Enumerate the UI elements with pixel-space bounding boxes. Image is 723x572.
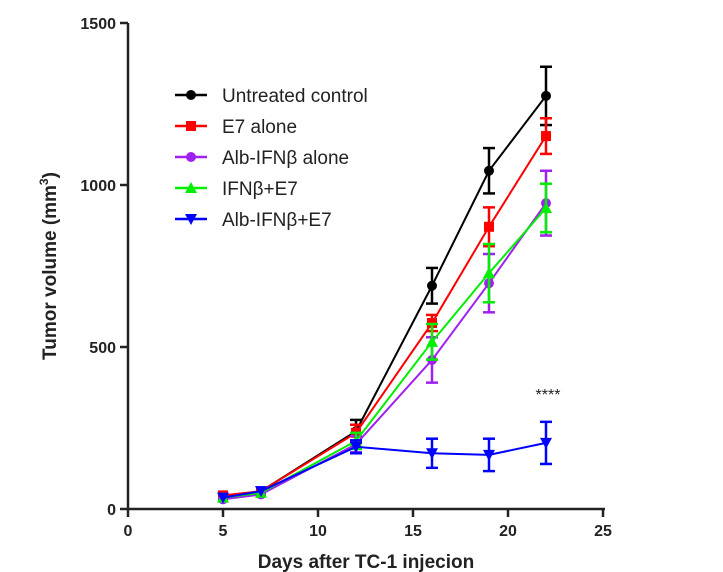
y-axis-title-close: ) xyxy=(40,172,61,178)
series-group xyxy=(217,65,552,505)
y-tick-label: 500 xyxy=(89,340,116,357)
data-point xyxy=(483,449,495,461)
x-tick-label: 5 xyxy=(219,523,228,540)
x-tick-label: 15 xyxy=(404,523,422,540)
significance-annotation: **** xyxy=(536,387,561,404)
legend-marker xyxy=(185,214,197,225)
legend-label: Alb-IFNβ+E7 xyxy=(222,210,332,231)
y-axis-title-sup: 3 xyxy=(37,178,51,185)
data-point xyxy=(484,165,494,176)
series-line xyxy=(222,207,547,499)
data-point xyxy=(350,441,362,453)
legend-marker xyxy=(186,121,196,131)
data-point xyxy=(484,221,494,232)
series-4 xyxy=(217,420,552,504)
y-tick-label: 1000 xyxy=(80,178,116,195)
data-point xyxy=(217,492,229,504)
legend-label: IFNβ+E7 xyxy=(222,179,298,200)
series-3 xyxy=(217,182,552,503)
axes: 0 5 10 15 20 25 0 500 1000 1500 xyxy=(80,16,612,540)
x-tick-label: 0 xyxy=(124,523,133,540)
y-tick-label: 0 xyxy=(107,502,116,519)
x-tick-label: 20 xyxy=(499,523,517,540)
data-point xyxy=(255,486,267,498)
legend-label: E7 alone xyxy=(222,117,297,138)
legend-label: Untreated control xyxy=(222,86,368,107)
legend-marker xyxy=(186,90,196,100)
data-point xyxy=(541,131,551,142)
data-point xyxy=(426,335,438,347)
data-point xyxy=(427,280,437,291)
legend-label: Alb-IFNβ alone xyxy=(222,148,349,169)
x-tick-label: 10 xyxy=(309,523,327,540)
y-tick-label: 1500 xyxy=(80,16,116,33)
data-point xyxy=(540,202,552,214)
y-axis-title: Tumor volume (mm3) xyxy=(37,172,61,360)
series-1 xyxy=(218,117,552,501)
x-tick-label: 25 xyxy=(594,523,612,540)
series-line xyxy=(222,202,547,501)
legend-marker xyxy=(185,182,197,193)
x-axis-title: Days after TC-1 injecion xyxy=(258,552,474,572)
data-point xyxy=(540,437,552,449)
legend-marker xyxy=(186,152,196,162)
data-point xyxy=(483,267,495,279)
data-point xyxy=(541,90,551,101)
legend: Untreated control E7 alone Alb-IFNβ alone I… xyxy=(175,86,368,231)
y-axis-title-main: Tumor volume (mm xyxy=(40,185,61,360)
series-line xyxy=(222,441,547,499)
data-point xyxy=(426,448,438,460)
